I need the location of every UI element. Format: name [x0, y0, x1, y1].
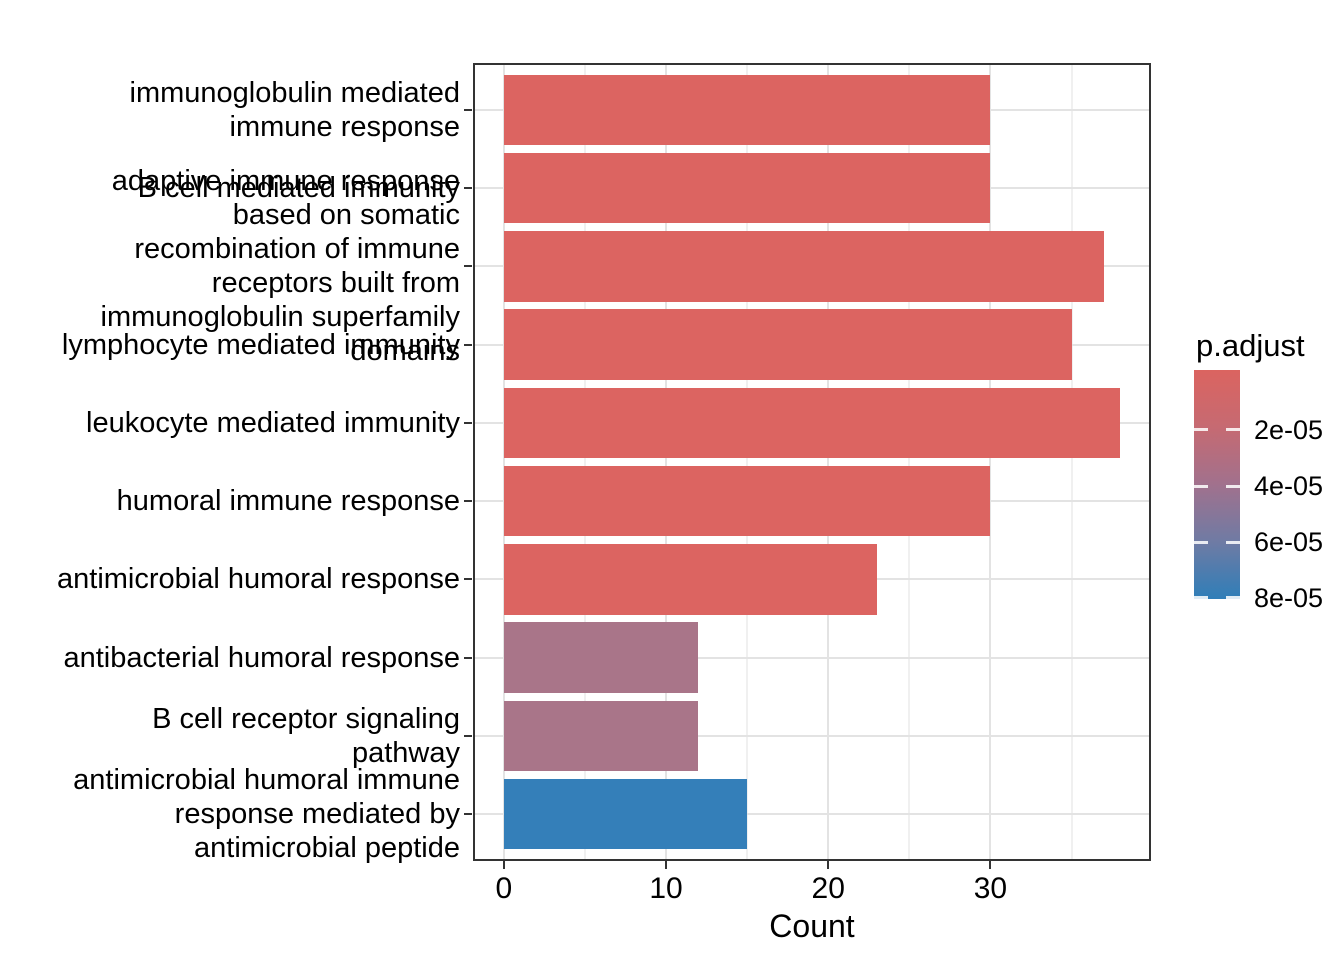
bar: [503, 778, 748, 850]
gridline-y-major: [473, 734, 1151, 737]
gridline-x-minor: [1070, 63, 1073, 861]
bar: [503, 622, 699, 693]
bar: [503, 700, 699, 772]
x-tick-mark: [502, 861, 505, 869]
bar: [503, 387, 1121, 459]
y-tick-mark: [464, 813, 472, 816]
legend-tick-notch: [1226, 428, 1240, 432]
legend-tick-notch: [1226, 540, 1240, 544]
bar: [503, 231, 1104, 302]
y-tick-mark: [464, 500, 472, 503]
gridline-x-minor: [583, 63, 586, 861]
x-tick-mark: [665, 861, 668, 869]
y-tick-mark: [464, 421, 472, 424]
x-tick-mark: [827, 861, 830, 869]
legend-tick-notch: [1194, 540, 1208, 544]
x-tick-label: 30: [973, 872, 1008, 905]
bar: [503, 152, 991, 224]
gridline-x-major: [502, 63, 505, 861]
legend-tick-notch: [1194, 484, 1208, 488]
x-tick-label: 0: [495, 872, 513, 905]
gridline-x-major: [989, 63, 992, 861]
x-axis-title: Count: [769, 908, 855, 944]
y-tick-mark: [464, 108, 472, 111]
legend-tick-label: 8e-05: [1254, 582, 1324, 613]
y-axis-category-label: B cell receptor signaling pathway: [152, 702, 460, 769]
y-tick-mark: [464, 265, 472, 268]
y-tick-mark: [464, 734, 472, 737]
x-tick-label: 10: [649, 872, 683, 905]
y-tick-mark: [464, 343, 472, 346]
y-axis-category-label: antimicrobial humoral response: [57, 563, 460, 596]
y-axis-category-label: humoral immune response: [116, 485, 460, 518]
gridline-x-minor: [908, 63, 911, 861]
legend-tick-notch: [1194, 596, 1208, 600]
x-tick-label: 20: [811, 872, 845, 905]
y-axis-category-label: leukocyte mediated immunity: [86, 406, 460, 439]
y-axis-category-label: antimicrobial humoral immune response me…: [73, 764, 460, 865]
gridline-x-major: [665, 63, 668, 861]
legend-tick-label: 2e-05: [1254, 414, 1324, 445]
y-axis-category-label: B cell mediated immunity: [137, 172, 460, 205]
gridline-y-major: [473, 656, 1151, 659]
gridline-x-major: [827, 63, 830, 861]
y-axis-category-label: antibacterial humoral response: [63, 641, 460, 674]
gridline-x-minor: [746, 63, 749, 861]
bar: [503, 309, 1072, 380]
y-axis-category-label: lymphocyte mediated immunity: [61, 328, 460, 361]
legend-gradient-bar: [1194, 370, 1240, 599]
legend-tick-notch: [1226, 596, 1240, 600]
legend-tick-notch: [1194, 428, 1208, 432]
legend-title: p.adjust: [1196, 328, 1305, 363]
bar: [503, 74, 991, 146]
legend-tick-label: 4e-05: [1254, 471, 1324, 502]
gridline-y-major: [473, 813, 1151, 816]
y-axis-category-label: adaptive immune response based on somati…: [100, 165, 460, 368]
y-axis-category-label: immunoglobulin mediated immune response: [129, 76, 460, 143]
y-tick-mark: [464, 578, 472, 581]
bar: [503, 465, 991, 537]
legend-tick-label: 6e-05: [1254, 527, 1324, 558]
y-tick-mark: [464, 187, 472, 190]
x-tick-mark: [989, 861, 992, 869]
bar: [503, 544, 877, 615]
legend-tick-notch: [1226, 484, 1240, 488]
y-tick-mark: [464, 656, 472, 659]
